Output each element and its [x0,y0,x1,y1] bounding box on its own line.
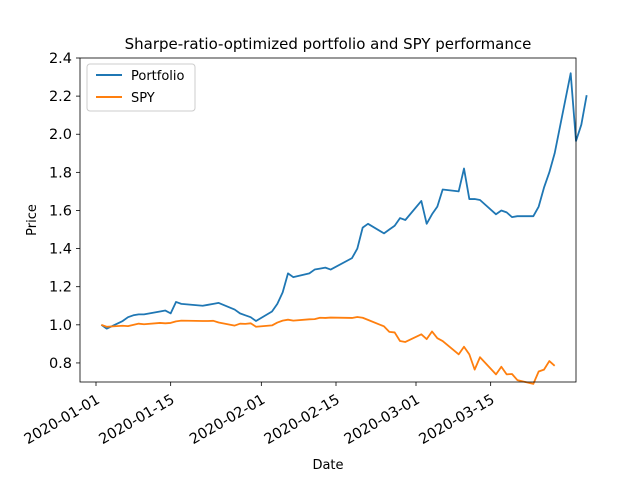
y-axis-label: Price [25,204,40,236]
series-line-portfolio [100,72,588,330]
y-tick-label: 2.4 [49,51,72,67]
y-tick-label: 1.4 [49,242,72,258]
x-axis-label: Date [312,458,343,473]
y-tick-label: 1.8 [49,165,72,181]
plot-area [100,72,588,385]
series-line-spy [101,316,556,385]
legend-label-portfolio: Portfolio [131,69,185,84]
chart-title: Sharpe-ratio-optimized portfolio and SPY… [125,35,532,53]
legend: Portfolio SPY [86,63,196,112]
legend-label-spy: SPY [131,91,155,106]
y-tick-label: 2.2 [49,89,72,105]
y-tick-label: 2.0 [49,127,72,143]
y-axis: 2.4 2.2 2.0 1.8 1.6 1.4 1.2 1.0 0.8 [49,51,80,372]
y-tick-label: 1.0 [49,318,72,334]
y-tick-label: 1.2 [49,280,72,296]
y-tick-label: 0.8 [49,356,72,372]
y-tick-label: 1.6 [49,203,72,219]
axes-frame [79,57,577,383]
